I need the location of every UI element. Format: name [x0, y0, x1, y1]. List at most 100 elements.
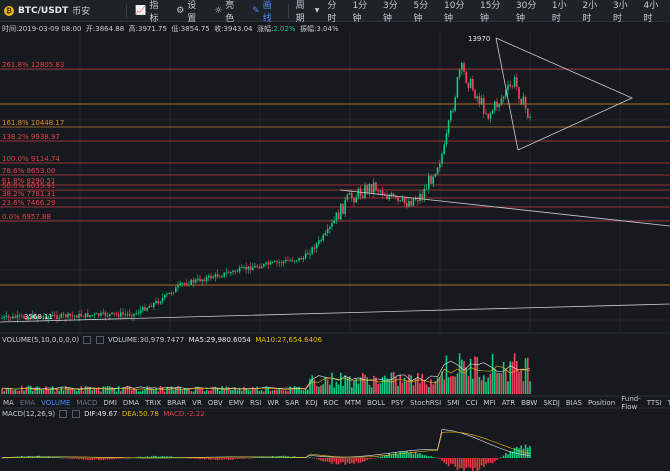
indicator-tab[interactable]: MFI	[483, 399, 496, 407]
volume-bar	[67, 387, 69, 394]
indicator-tab[interactable]: OBV	[207, 399, 223, 407]
interval-option[interactable]: 1小时	[551, 0, 567, 24]
macd-bar	[157, 456, 159, 458]
macd-bar	[384, 455, 386, 458]
macd-bar	[25, 456, 27, 458]
indicator-tab[interactable]: BBW	[521, 399, 538, 407]
candle-body	[155, 300, 157, 303]
indicator-tab[interactable]: ROC	[323, 399, 339, 407]
interval-option[interactable]: 2小时	[582, 0, 598, 24]
volume-bar	[291, 388, 294, 394]
draw-button[interactable]: ✎ 画线	[247, 0, 284, 24]
candle-body	[232, 270, 234, 273]
candle-body	[135, 313, 137, 314]
volume-title: VOLUME(5,10,0,0,0,0)	[2, 336, 80, 344]
macd-bar	[518, 448, 520, 458]
interval-option[interactable]: 3分钟	[382, 0, 398, 24]
volume-bar	[373, 375, 375, 394]
macd-bar	[476, 458, 478, 471]
candle-body	[150, 305, 153, 307]
indicator-tab[interactable]: PSY	[391, 399, 404, 407]
volume-bar	[124, 387, 126, 394]
interval-option[interactable]: 3小时	[612, 0, 628, 24]
indicator-tab[interactable]: SKDJ	[543, 399, 560, 407]
volume-bar	[518, 371, 520, 394]
indicator-tab[interactable]: Fund-Flow	[621, 395, 641, 411]
indicator-tab[interactable]: BRAR	[167, 399, 187, 407]
macd-bar	[524, 444, 527, 458]
period-dropdown[interactable]: 周期 ▼	[292, 0, 324, 24]
indicator-tab[interactable]: TTSI	[646, 399, 662, 407]
panel-settings-button[interactable]	[83, 336, 92, 344]
interval-option[interactable]: 分时	[327, 0, 337, 24]
indicator-tab[interactable]: TRIX	[145, 399, 162, 407]
macd-bar	[410, 451, 412, 458]
candle-body	[342, 203, 344, 214]
indicator-tab[interactable]: KDJ	[305, 399, 318, 407]
indicator-tab[interactable]: WR	[267, 399, 280, 407]
indicator-tab[interactable]: MACD	[76, 399, 98, 407]
panel-close-button[interactable]	[95, 336, 104, 344]
macd-bar	[139, 456, 142, 458]
indicator-tab[interactable]: EMA	[19, 399, 36, 407]
candle-body	[348, 193, 351, 195]
candle-body	[1, 317, 3, 319]
interval-option[interactable]: 10分钟	[444, 0, 465, 24]
indicator-tab[interactable]: VOLUME	[41, 399, 71, 407]
candle-body	[439, 163, 441, 168]
macd-bar	[201, 458, 203, 459]
indicators-button[interactable]: 📈 指标	[130, 0, 171, 24]
candle-body	[322, 235, 324, 241]
indicator-tab[interactable]: DMI	[103, 399, 117, 407]
indicator-tab[interactable]: CCI	[465, 399, 478, 407]
interval-option[interactable]: 4小时	[643, 0, 659, 24]
indicator-tab[interactable]: TTMU	[667, 399, 670, 407]
macd-bar	[256, 457, 258, 458]
indicator-tab[interactable]: ATR	[501, 399, 516, 407]
indicator-tab[interactable]: RSI	[249, 399, 262, 407]
candle-body	[381, 190, 384, 196]
macd-bar	[71, 458, 74, 459]
volume-bar	[397, 385, 399, 394]
indicator-tab[interactable]: SMI	[447, 399, 460, 407]
volume-bar	[516, 361, 518, 394]
macd-bar	[7, 457, 10, 459]
indicator-tab[interactable]: BOLL	[367, 399, 386, 407]
volume-bar	[115, 391, 118, 394]
macd-bar	[403, 451, 406, 458]
panel-settings-button[interactable]	[59, 410, 68, 418]
interval-option[interactable]: 30分钟	[515, 0, 537, 24]
interval-option[interactable]: 1分钟	[352, 0, 368, 24]
indicator-tab[interactable]: Position	[587, 399, 616, 407]
macd-bar	[502, 455, 505, 458]
indicator-tab[interactable]: MA	[3, 399, 14, 407]
indicator-tab[interactable]: DMA	[122, 399, 140, 407]
volume-bar	[1, 388, 3, 394]
macd-bar	[454, 458, 456, 467]
panel-close-button[interactable]	[71, 410, 80, 418]
indicator-tab[interactable]: StochRSI	[410, 399, 442, 407]
interval-option[interactable]: 5分钟	[413, 0, 429, 24]
settings-button[interactable]: ⚙ 设置	[171, 0, 209, 24]
volume-bar	[445, 355, 448, 394]
candle-body	[483, 98, 485, 114]
indicator-tab[interactable]: MTM	[344, 399, 362, 407]
macd-bar	[210, 458, 212, 460]
theme-button[interactable]: ☼ 亮色	[209, 0, 247, 24]
volume-bar	[263, 391, 265, 394]
volume-bar	[153, 389, 155, 394]
indicator-tab[interactable]: SAR	[285, 399, 300, 407]
macd-bar	[452, 458, 454, 464]
indicator-tab[interactable]: EMV	[228, 399, 244, 407]
indicator-tab[interactable]: VR	[192, 399, 202, 407]
volume-bar	[307, 389, 309, 394]
candle-body	[69, 313, 71, 316]
macd-bar	[344, 458, 346, 465]
indicator-tab[interactable]: BIAS	[565, 399, 582, 407]
symbol-selector[interactable]: ₿ BTC/USDT 币安	[0, 4, 123, 17]
volume-bar	[304, 388, 307, 394]
interval-option[interactable]: 15分钟	[479, 0, 501, 24]
macd-bar	[487, 458, 489, 463]
volume-bar	[408, 374, 410, 394]
candle-body	[93, 313, 96, 316]
